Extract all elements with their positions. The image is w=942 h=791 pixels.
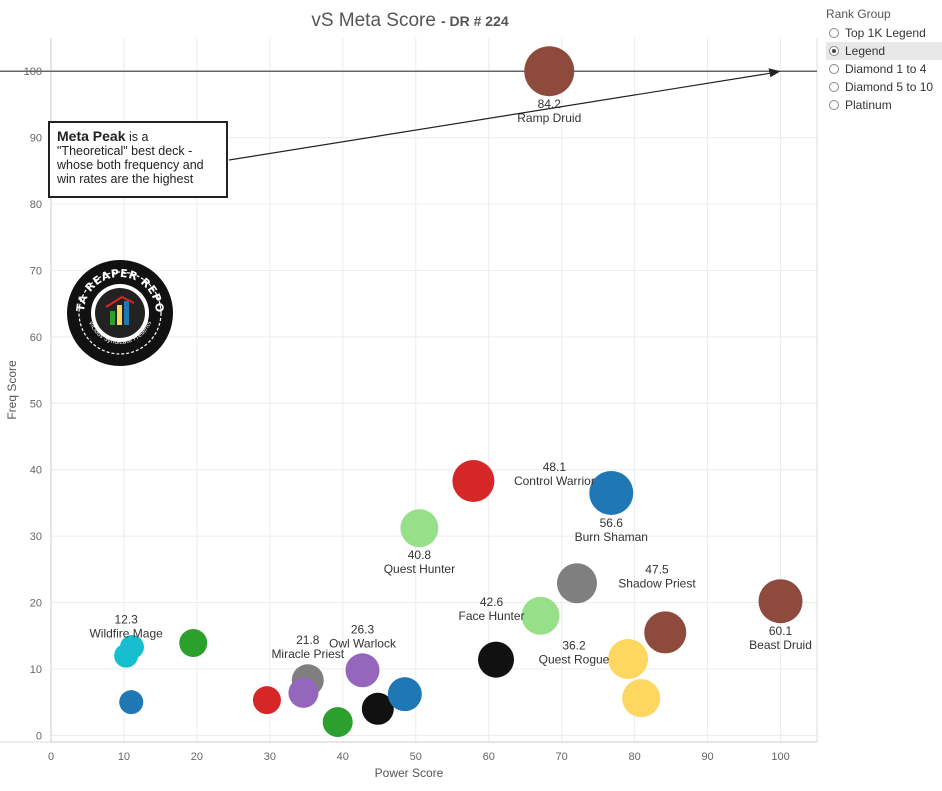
data-name-label: Shadow Priest (618, 576, 696, 590)
data-point (361, 692, 394, 725)
rank-group-legend: Rank Group Top 1K Legend Legend Diamond 1 … (826, 7, 942, 114)
data-name-label: Control Warrior (514, 474, 595, 488)
y-tick-label: 60 (30, 332, 42, 344)
radio-icon[interactable] (829, 64, 839, 74)
y-axis-title: Freq Score (5, 360, 19, 420)
data-point (556, 563, 597, 604)
arrow-head (768, 68, 781, 78)
data-point (288, 677, 319, 708)
y-tick-label: 90 (30, 133, 42, 145)
data-point (521, 596, 560, 635)
data-point (524, 46, 575, 97)
legend-option[interactable]: Platinum (826, 96, 942, 114)
data-name-label: Face Hunter (458, 609, 524, 623)
y-tick-label: 50 (30, 398, 42, 410)
data-name-label: Owl Warlock (329, 636, 397, 650)
y-tick-label: 40 (30, 465, 42, 477)
legend-option-label: Platinum (845, 98, 892, 112)
data-points (114, 46, 803, 738)
data-value-label: 26.3 (351, 622, 375, 636)
y-tick-label: 70 (30, 265, 42, 277)
x-axis-title: Power Score (375, 766, 444, 780)
legend-option[interactable]: Top 1K Legend (826, 24, 942, 42)
x-tick-label: 0 (48, 751, 54, 763)
legend-option-label: Legend (845, 44, 886, 58)
y-tick-label: 0 (36, 730, 42, 742)
data-value-label: 36.2 (562, 639, 586, 653)
data-point (452, 459, 495, 502)
data-value-label: 60.1 (769, 624, 793, 638)
data-value-label: 56.6 (600, 516, 624, 530)
chart-title: vS Meta Score - DR # 224 (311, 10, 509, 31)
x-tick-label: 60 (483, 751, 495, 763)
arrow-line (228, 72, 771, 161)
x-tick-label: 90 (701, 751, 713, 763)
radio-icon[interactable] (829, 28, 839, 38)
data-point (322, 707, 353, 738)
data-point (400, 509, 439, 548)
x-tick-label: 70 (556, 751, 568, 763)
legend-option[interactable]: Diamond 1 to 4 (826, 60, 942, 78)
data-point (478, 641, 515, 678)
y-tick-label: 100 (24, 66, 42, 78)
data-name-label: Wildfire Mage (89, 627, 163, 641)
x-tick-label: 30 (264, 751, 276, 763)
x-tick-label: 10 (118, 751, 130, 763)
data-name-label: Beast Druid (749, 638, 812, 652)
data-point (119, 635, 144, 660)
data-value-label: 21.8 (296, 633, 320, 647)
x-tick-label: 50 (410, 751, 422, 763)
data-point (387, 677, 422, 712)
radio-icon[interactable] (829, 82, 839, 92)
data-point (622, 679, 661, 718)
data-name-label: Miracle Priest (271, 647, 344, 661)
y-tick-label: 20 (30, 598, 42, 610)
legend-option-label: Diamond 5 to 10 (845, 80, 934, 94)
legend-option-label: Diamond 1 to 4 (845, 62, 927, 76)
data-point (345, 653, 380, 688)
x-tick-label: 100 (771, 751, 789, 763)
data-point (644, 611, 687, 654)
chart-subtitle: DR # 224 (449, 13, 509, 29)
legend-option-label: Top 1K Legend (845, 26, 926, 40)
x-tick-label: 20 (191, 751, 203, 763)
chart-title-main: vS Meta Score (311, 10, 436, 31)
data-point (252, 686, 281, 715)
data-name-label: Ramp Druid (517, 111, 581, 125)
data-reaper-logo: DATA REAPER REPORT Vicious Syndicate Pre… (61, 249, 174, 367)
annotation-bold: Meta Peak (57, 128, 126, 144)
data-point (589, 470, 634, 515)
radio-icon[interactable] (829, 100, 839, 110)
x-tick-label: 40 (337, 751, 349, 763)
y-tick-label: 30 (30, 531, 42, 543)
legend-option[interactable]: Legend (826, 42, 942, 60)
data-name-label: Quest Rogue (539, 653, 610, 667)
data-point (179, 629, 208, 658)
data-point (119, 690, 144, 715)
annotation-text: is a "Theoretical" best deck - whose bot… (57, 130, 204, 186)
data-value-label: 48.1 (543, 460, 567, 474)
meta-peak-annotation: Meta Peak is a "Theoretical" best deck -… (48, 121, 228, 198)
y-tick-label: 10 (30, 664, 42, 676)
legend-option[interactable]: Diamond 5 to 10 (826, 78, 942, 96)
x-tick-label: 80 (628, 751, 640, 763)
meta-peak-arrow (228, 68, 781, 161)
data-point (608, 638, 649, 679)
data-value-label: 12.3 (114, 613, 138, 627)
data-point (758, 579, 803, 624)
data-name-label: Burn Shaman (575, 530, 648, 544)
data-value-label: 40.8 (408, 548, 432, 562)
y-tick-label: 80 (30, 199, 42, 211)
data-name-label: Quest Hunter (384, 562, 455, 576)
data-value-label: 47.5 (645, 562, 669, 576)
grid (50, 38, 817, 742)
legend-title: Rank Group (826, 7, 891, 21)
data-value-label: 42.6 (480, 595, 504, 609)
radio-icon[interactable] (829, 46, 839, 56)
